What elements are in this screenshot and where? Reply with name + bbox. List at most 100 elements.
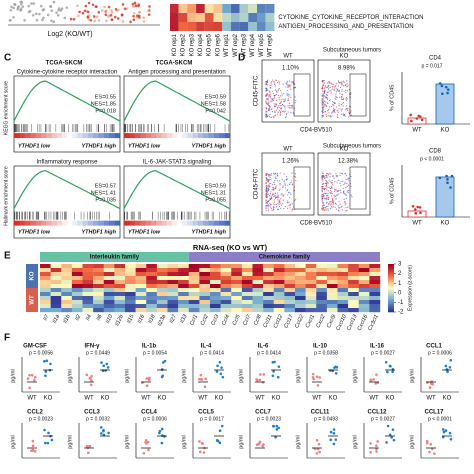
heat-cell [358,264,370,269]
heat-cell [252,280,264,285]
p: p = 0.0017 [200,416,224,422]
rank-bar [24,133,31,139]
event [269,202,271,204]
pt [449,438,453,441]
event [326,97,328,100]
event [341,205,343,207]
col-label: KO rep4 [198,33,204,56]
heat-cell [295,292,306,297]
event [269,96,272,98]
event [278,189,280,191]
event [270,172,272,175]
event [330,92,332,94]
colorbar [388,270,394,273]
x: WT [27,396,37,402]
high-label: YTHDF1 high [81,143,116,149]
pt [218,441,222,445]
heat-cell [167,288,179,293]
pt [50,438,54,442]
heat-cell [125,268,136,273]
event [335,91,338,93]
rank-bar [98,220,105,226]
event [346,80,348,82]
event [337,81,340,83]
event [329,189,331,192]
pt [375,450,378,453]
event [334,87,336,89]
heat-cell [167,296,179,301]
pt [158,429,162,433]
heat-cell [167,284,179,289]
heat-cell [263,284,274,289]
heat-cell [263,264,274,269]
heat-cell [210,292,221,297]
event [337,109,339,112]
pt [100,361,103,364]
event [275,177,277,179]
event [321,199,323,201]
event [267,109,269,111]
event [265,88,268,90]
event [331,88,333,90]
event [288,202,290,204]
heat-cell [178,284,189,289]
heat-cell [178,276,189,281]
pt [444,85,448,89]
gate [293,166,311,210]
heat-cell [187,22,197,31]
pt [369,450,372,454]
heat-cell [231,304,243,309]
pt [375,444,378,448]
volcano-dot [132,18,136,22]
heat-cell [230,13,240,22]
event [329,115,331,117]
event [322,85,324,87]
event [290,180,293,182]
heat-cell [50,284,62,289]
volcano-dot [10,5,13,9]
event [326,176,328,178]
event [282,195,285,197]
pt [334,372,338,375]
event [267,186,269,188]
event [288,102,290,104]
event [335,198,337,200]
event [338,103,340,105]
heat-cell [263,308,274,313]
gsea-title: Inflammatory response [36,160,98,166]
event [265,94,267,96]
heat-cell [196,13,205,22]
heat-cell [348,284,359,289]
volcano-dot [42,16,45,20]
heat-cell [316,300,328,305]
pt [102,428,105,432]
event [274,89,276,91]
event [278,87,280,90]
heat-cell [167,264,179,269]
event [322,96,324,98]
heat-cell [156,284,168,289]
event [338,207,340,209]
heat-cell [213,13,223,22]
event [328,204,330,206]
pt [160,427,164,431]
rank-bar [214,220,220,226]
pt [444,429,448,432]
event [265,207,267,210]
event [322,176,324,178]
cyto-name: CCL5 [198,410,214,416]
event [288,84,290,86]
event [281,92,283,94]
event [294,83,296,85]
heat-cell [305,276,317,281]
event [288,96,290,98]
pt [374,382,378,385]
event [266,79,269,81]
event [288,80,291,82]
event [329,172,331,174]
event [274,172,277,174]
ylabel: % of CD45 [389,85,395,112]
event [343,80,345,82]
heat-cell [213,22,223,31]
heat-cell [114,280,126,285]
